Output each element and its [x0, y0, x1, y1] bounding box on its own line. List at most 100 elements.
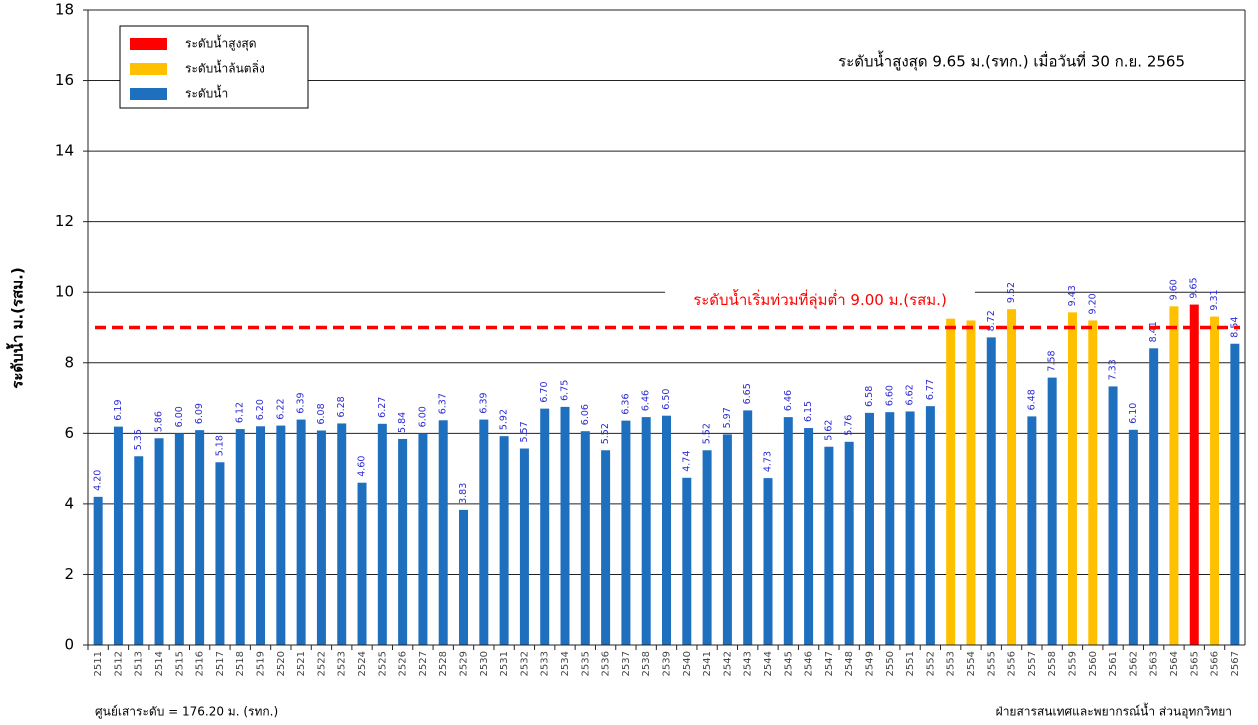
- x-tick-label: 2564: [1169, 651, 1180, 676]
- value-label: 3.83: [458, 483, 469, 504]
- x-tick-label: 2519: [256, 651, 267, 676]
- bar: [1230, 343, 1240, 645]
- x-tick-label: 2511: [93, 651, 104, 676]
- bar: [174, 433, 184, 645]
- x-tick-label: 2534: [560, 651, 571, 676]
- bar: [601, 450, 611, 645]
- value-label: 6.12: [235, 402, 246, 423]
- x-tick-label: 2532: [519, 651, 530, 676]
- bar: [357, 482, 367, 645]
- value-label: 4.20: [93, 470, 104, 491]
- legend-swatch: [130, 38, 167, 50]
- x-tick-label: 2562: [1128, 651, 1139, 676]
- x-tick-label: 2554: [966, 651, 977, 676]
- value-label: 6.19: [113, 399, 124, 420]
- y-tick-label: 10: [55, 283, 74, 301]
- bar: [154, 438, 164, 645]
- value-label: 9.20: [1087, 293, 1098, 314]
- x-tick-label: 2526: [398, 651, 409, 676]
- x-tick-label: 2557: [1027, 651, 1038, 676]
- legend-swatch: [130, 88, 167, 100]
- x-tick-label: 2524: [357, 651, 368, 676]
- x-tick-label: 2543: [743, 651, 754, 676]
- bar: [1210, 316, 1220, 645]
- value-label: 9.65: [1189, 277, 1200, 298]
- bar: [296, 419, 306, 645]
- bar: [1047, 377, 1057, 645]
- bar: [418, 433, 428, 645]
- bar: [1189, 304, 1199, 645]
- x-tick-label: 2542: [722, 651, 733, 676]
- x-tick-label: 2516: [195, 651, 206, 676]
- y-tick-label: 2: [64, 565, 74, 583]
- value-label: 6.10: [1128, 403, 1139, 424]
- value-label: 6.37: [438, 393, 449, 414]
- value-label: 6.28: [336, 396, 347, 417]
- value-label: 6.46: [641, 390, 652, 411]
- x-tick-label: 2563: [1149, 651, 1160, 676]
- value-label: 5.92: [499, 409, 510, 430]
- bar: [885, 412, 895, 645]
- value-label: 7.58: [1047, 350, 1058, 371]
- value-label: 8.72: [986, 310, 997, 331]
- bar: [479, 419, 489, 645]
- value-label: 6.00: [417, 406, 428, 427]
- value-label: 9.43: [1067, 285, 1078, 306]
- x-tick-label: 2550: [885, 651, 896, 676]
- x-tick-label: 2536: [601, 651, 612, 676]
- x-tick-label: 2560: [1088, 651, 1099, 676]
- value-label: 5.84: [397, 412, 408, 433]
- value-label: 5.86: [154, 411, 165, 432]
- bar: [438, 420, 448, 645]
- value-label: 6.77: [925, 379, 936, 400]
- x-tick-label: 2565: [1189, 651, 1200, 676]
- x-tick-label: 2529: [459, 651, 470, 676]
- x-tick-label: 2561: [1108, 651, 1119, 676]
- value-label: 6.58: [864, 386, 875, 407]
- x-tick-label: 2549: [864, 651, 875, 676]
- value-label: 6.70: [539, 381, 550, 402]
- bar: [662, 415, 671, 645]
- bar: [134, 456, 144, 645]
- value-label: 5.18: [214, 435, 225, 456]
- bar: [925, 406, 935, 645]
- x-tick-label: 2546: [804, 651, 815, 676]
- bar: [276, 425, 286, 645]
- annotation: ระดับน้ำสูงสุด 9.65 ม.(รทก.) เมื่อวันที่…: [838, 51, 1185, 72]
- y-tick-label: 18: [55, 1, 74, 19]
- x-tick-label: 2540: [682, 651, 693, 676]
- value-label: 5.57: [519, 421, 530, 442]
- x-tick-label: 2520: [276, 651, 287, 676]
- footer-right: ฝ่ายสารสนเทศและพยากรณ์น้ำ ส่วนอุทกวิทยา: [996, 703, 1232, 720]
- bar: [804, 428, 814, 645]
- value-label: 6.60: [884, 385, 895, 406]
- reference-label: ระดับน้ำเริ่มท่วมที่ลุ่มต่ำ 9.00 ม.(รสม.…: [693, 289, 947, 310]
- y-tick-label: 12: [55, 212, 74, 230]
- bar: [93, 496, 103, 645]
- value-label: 6.15: [803, 401, 814, 422]
- x-tick-label: 2525: [377, 651, 388, 676]
- bar: [905, 411, 915, 645]
- value-label: 5.76: [844, 415, 855, 436]
- value-label: 6.00: [174, 406, 185, 427]
- bar: [1027, 416, 1037, 645]
- y-tick-label: 6: [64, 424, 74, 442]
- legend-label: ระดับน้ำ: [185, 85, 228, 101]
- x-tick-label: 2545: [783, 651, 794, 676]
- x-tick-label: 2531: [499, 651, 510, 676]
- value-label: 5.97: [722, 407, 733, 428]
- x-tick-label: 2544: [763, 651, 774, 676]
- value-label: 6.39: [296, 392, 307, 413]
- value-label: 8.41: [1148, 321, 1159, 342]
- bar: [398, 438, 408, 645]
- value-label: 5.52: [702, 423, 713, 444]
- x-tick-label: 2533: [540, 651, 551, 676]
- bar: [783, 417, 793, 645]
- value-label: 6.62: [905, 384, 916, 405]
- bar: [864, 412, 874, 645]
- x-tick-label: 2553: [946, 651, 957, 676]
- bar: [235, 429, 245, 645]
- bar: [113, 426, 123, 645]
- x-tick-label: 2551: [905, 651, 916, 676]
